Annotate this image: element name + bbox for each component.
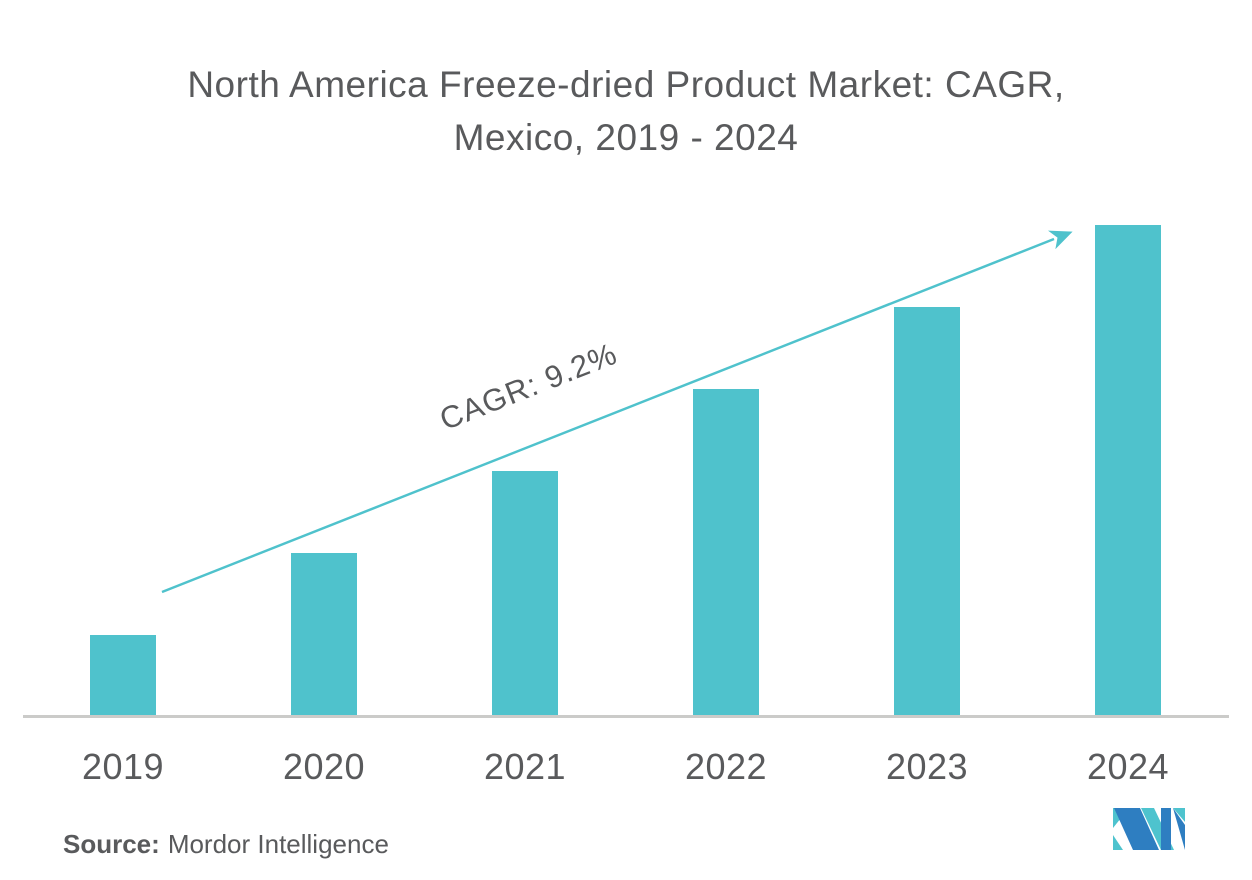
- source-prefix: Source:: [63, 829, 160, 859]
- bar-2019: [90, 635, 156, 717]
- bar-2024: [1095, 225, 1161, 717]
- source-note: Source: Mordor Intelligence: [63, 829, 389, 860]
- x-axis-label-2021: 2021: [483, 746, 567, 787]
- bar-2022: [693, 389, 759, 717]
- bar-2020: [291, 553, 357, 717]
- mordor-intelligence-logo-icon: [1113, 808, 1185, 850]
- bar-2021: [492, 471, 558, 717]
- x-axis-label-2023: 2023: [885, 746, 969, 787]
- source-text: Mordor Intelligence: [167, 829, 389, 859]
- x-axis-label-2019: 2019: [81, 746, 165, 787]
- x-axis-label-2024: 2024: [1086, 746, 1170, 787]
- chart-title: North America Freeze-dried Product Marke…: [0, 58, 1252, 164]
- chart-title-line2: Mexico, 2019 - 2024: [453, 117, 799, 158]
- x-axis-label-2020: 2020: [282, 746, 366, 787]
- bar-2023: [894, 307, 960, 717]
- cagr-annotation: CAGR: 9.2%: [434, 335, 623, 438]
- x-axis-label-2022: 2022: [684, 746, 768, 787]
- chart-title-line1: North America Freeze-dried Product Marke…: [187, 64, 1065, 105]
- x-axis-line: [23, 715, 1229, 718]
